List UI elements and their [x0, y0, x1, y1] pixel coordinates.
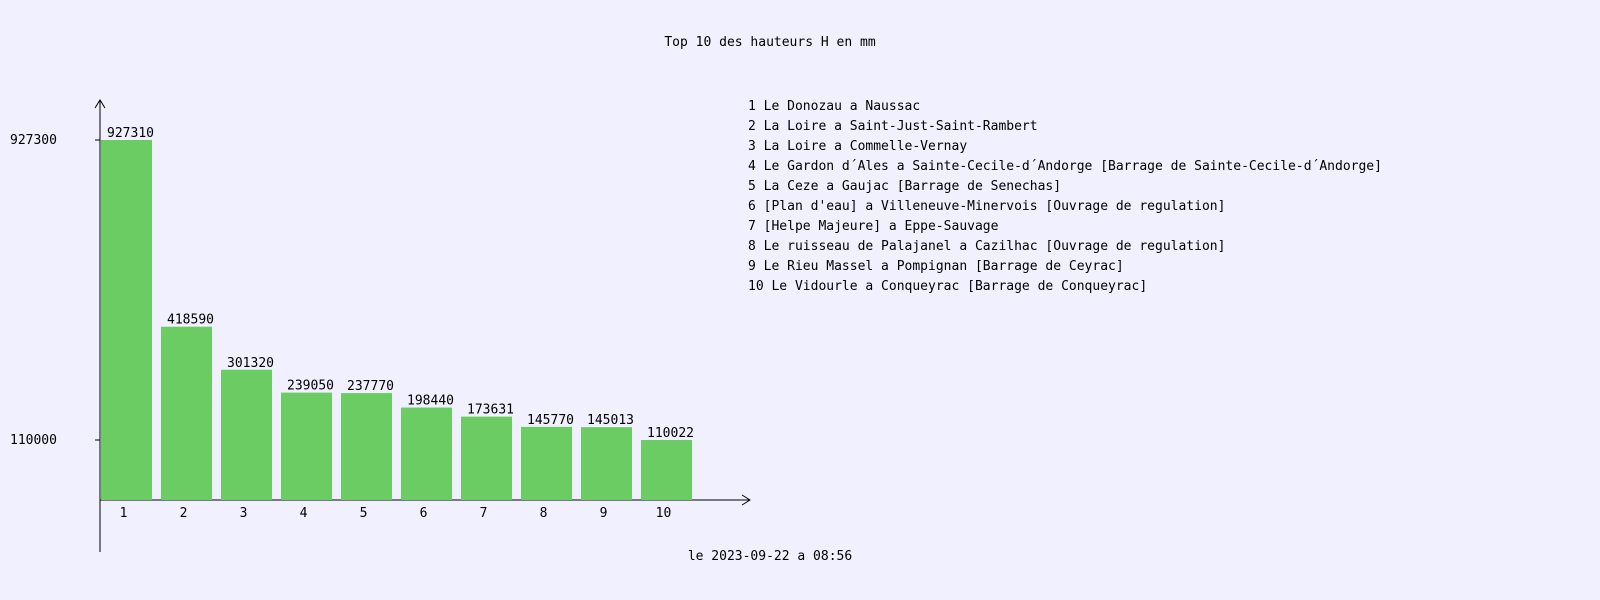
bar-6 [401, 407, 452, 500]
legend-entry: 10 Le Vidourle a Conqueyrac [Barrage de … [748, 279, 1148, 294]
legend-entry: 5 La Ceze a Gaujac [Barrage de Senechas] [748, 179, 1062, 194]
bar-10 [641, 439, 692, 500]
bar-value-label: 110022 [647, 426, 694, 441]
x-tick-label: 9 [600, 506, 608, 521]
x-tick-label: 4 [300, 506, 308, 521]
legend-entry: 3 La Loire a Commelle-Vernay [748, 139, 968, 154]
y-axis-arrow-icon [94, 99, 106, 109]
x-tick-label: 5 [360, 506, 368, 521]
bar-value-label: 239050 [287, 379, 334, 394]
bar-1 [101, 139, 152, 500]
bar-value-label: 418590 [167, 313, 214, 328]
x-tick-label: 1 [120, 506, 128, 521]
bar-7 [461, 416, 512, 500]
chart-title: Top 10 des hauteurs H en mm [664, 35, 875, 50]
chart-footer-timestamp: le 2023-09-22 a 08:56 [687, 549, 853, 564]
legend-entry: 4 Le Gardon d´Ales a Sainte-Cecile-d´And… [748, 159, 1382, 174]
bar-value-label: 145013 [587, 413, 634, 428]
bar-value-label: 237770 [347, 379, 394, 394]
legend-entry: 1 Le Donozau a Naussac [748, 99, 921, 114]
x-tick-label: 10 [656, 506, 672, 521]
value-labels: 927310 418590 301320 239050 237770 198440 1736… [107, 126, 694, 441]
bar-value-label: 927310 [107, 126, 154, 141]
bar-value-label: 145770 [527, 413, 574, 428]
bar-2 [161, 326, 212, 500]
y-tick-label: 110000 [10, 433, 57, 448]
chart-legend: 1 Le Donozau a Naussac 2 La Loire a Saint… [748, 97, 1382, 297]
bar-3 [221, 369, 272, 500]
x-axis-arrow-icon [741, 494, 751, 506]
x-tick-label: 2 [180, 506, 188, 521]
legend-entry: 7 [Helpe Majeure] a Eppe-Sauvage [748, 219, 999, 234]
y-tick-label: 927300 [10, 133, 57, 148]
x-tick-label: 3 [240, 506, 248, 521]
legend-entry: 9 Le Rieu Massel a Pompignan [Barrage de… [748, 259, 1124, 274]
bar-9 [581, 427, 632, 500]
bar-4 [281, 392, 332, 500]
x-tick-label: 8 [540, 506, 548, 521]
y-tick-labels: 927300 110000 [10, 133, 57, 448]
bar-series [101, 139, 692, 500]
bar-5 [341, 393, 392, 500]
bar-8 [521, 426, 572, 500]
x-tick-label: 6 [420, 506, 428, 521]
legend-entry: 6 [Plan d'eau] a Villeneuve-Minervois [O… [748, 199, 1226, 214]
bar-value-label: 301320 [227, 356, 274, 371]
bar-value-label: 173631 [467, 403, 514, 418]
x-tick-labels: 1 2 3 4 5 6 7 8 9 10 [120, 506, 672, 521]
x-tick-label: 7 [480, 506, 488, 521]
legend-entry: 2 La Loire a Saint-Just-Saint-Rambert [748, 119, 1038, 134]
bar-value-label: 198440 [407, 394, 454, 409]
legend-entry: 8 Le ruisseau de Palajanel a Cazilhac [O… [748, 239, 1226, 254]
